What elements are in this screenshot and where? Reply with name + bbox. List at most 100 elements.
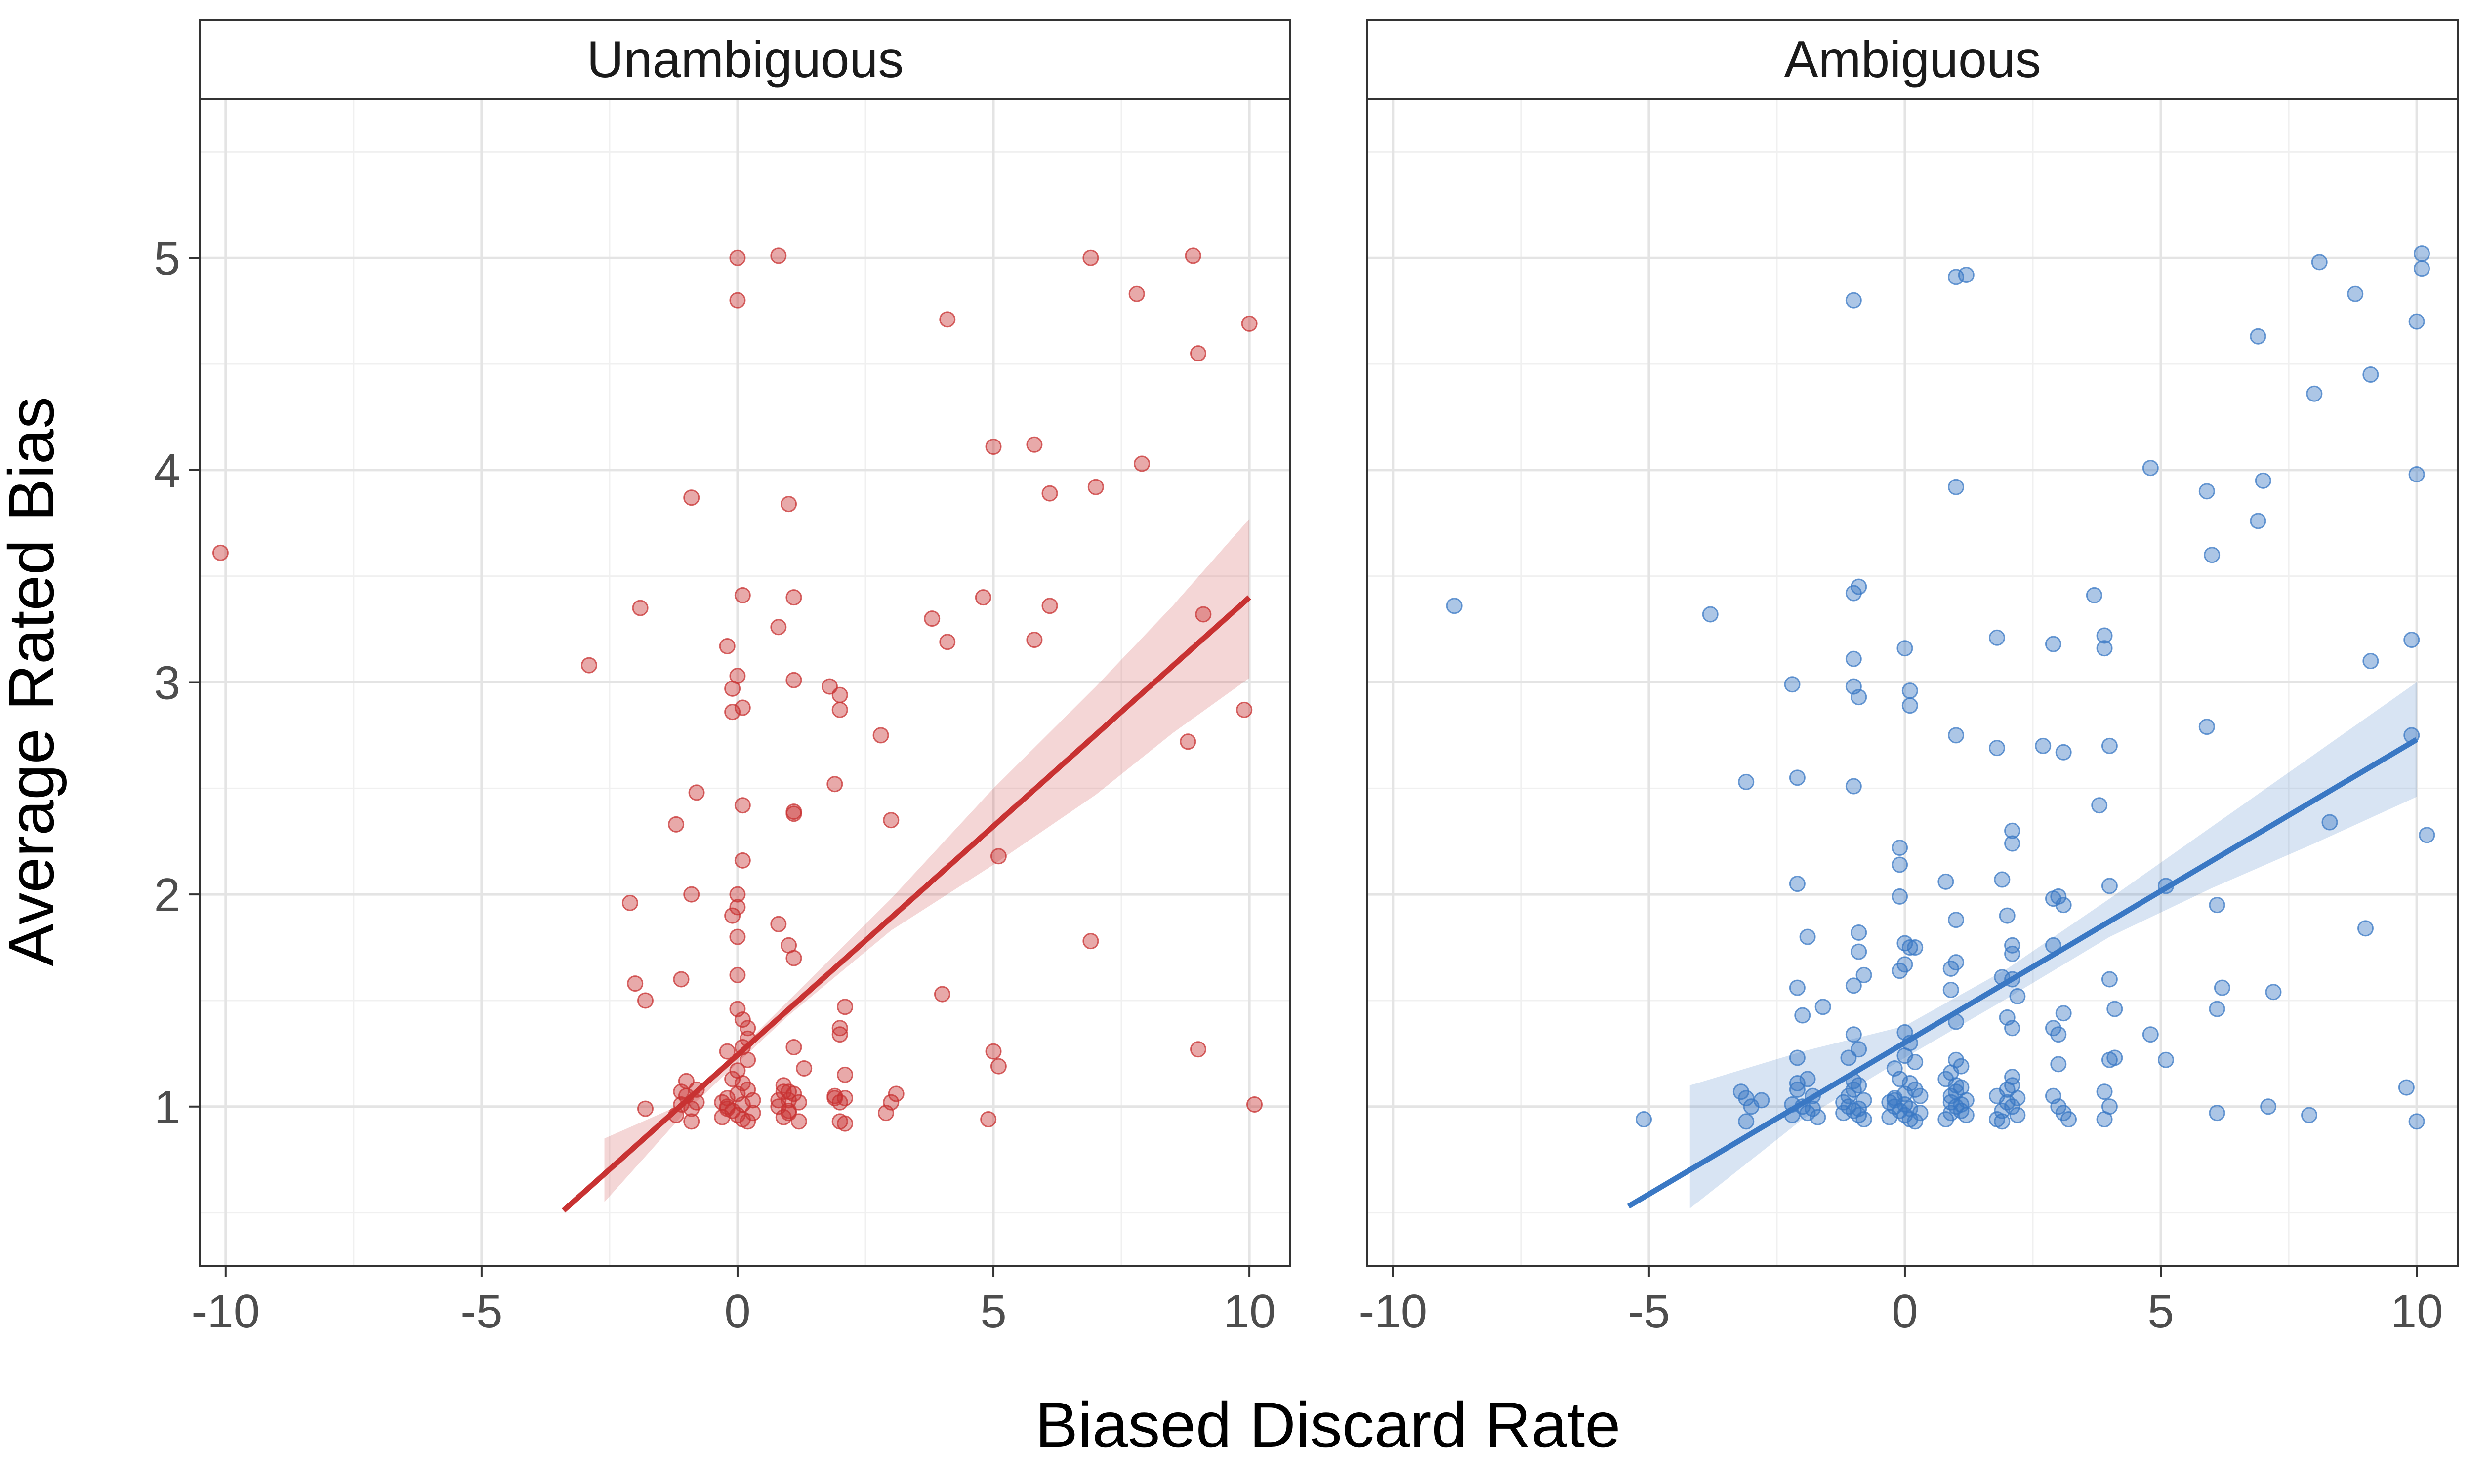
data-point [724, 907, 741, 924]
data-point [2101, 971, 2118, 988]
data-point [1789, 979, 1806, 996]
data-point [770, 247, 787, 264]
data-point [1892, 1071, 1908, 1087]
data-point [1901, 682, 1918, 699]
x-tick-label: -5 [1628, 1285, 1670, 1338]
data-point [1738, 1090, 1755, 1107]
data-point [2408, 313, 2425, 330]
data-point [2408, 466, 2425, 482]
data-point [1799, 928, 1816, 945]
data-point [985, 439, 1002, 455]
data-point [1814, 999, 1831, 1015]
data-point [627, 975, 644, 992]
data-point [2096, 1083, 2113, 1100]
data-point [719, 1043, 736, 1060]
data-point [2214, 979, 2230, 996]
data-point [1892, 856, 1908, 873]
data-point [1241, 315, 1258, 332]
data-point [2009, 988, 2026, 1004]
data-point [939, 634, 956, 650]
y-tick-label: 1 [154, 1081, 180, 1134]
data-point [2157, 1051, 2174, 1068]
data-point [883, 812, 900, 829]
data-point [2403, 632, 2420, 648]
data-point [637, 1100, 654, 1117]
data-point [1840, 1049, 1857, 1066]
data-point [1912, 1105, 1929, 1122]
data-point [785, 672, 802, 688]
data-point [1948, 912, 1965, 928]
data-point [1845, 778, 1862, 795]
data-point [2096, 640, 2113, 657]
data-point [212, 544, 229, 561]
data-point [632, 600, 649, 616]
data-point [1881, 1109, 1898, 1125]
data-point [1892, 888, 1908, 905]
data-point [770, 916, 787, 932]
data-point [1901, 939, 1918, 956]
x-tick-label: -10 [1358, 1285, 1427, 1338]
data-point [2311, 254, 2328, 271]
data-point [2004, 945, 2021, 962]
data-point [1892, 963, 1908, 979]
data-point [831, 1026, 848, 1043]
facet-strip-label: Ambiguous [1784, 31, 2041, 88]
panel-data-layer [1446, 245, 2435, 1209]
data-point [790, 1113, 807, 1130]
data-point [837, 1066, 854, 1083]
x-tick-label: 10 [1223, 1285, 1276, 1338]
data-point [1246, 1096, 1263, 1113]
data-point [729, 1062, 746, 1079]
data-point [1851, 689, 1867, 706]
data-point [2250, 513, 2266, 529]
data-point [1845, 585, 1862, 602]
data-point [888, 1085, 905, 1102]
data-point [939, 311, 956, 328]
data-point [2101, 878, 2118, 894]
trend-line [562, 595, 1251, 1213]
data-point [872, 727, 889, 744]
data-point [744, 1092, 761, 1109]
x-tick-label: -10 [191, 1285, 260, 1338]
data-point [1845, 977, 1862, 994]
data-point [2106, 1001, 2123, 1017]
panel-data-layer [212, 247, 1263, 1213]
data-point [1948, 727, 1965, 744]
data-point [2009, 1107, 2026, 1123]
data-point [1026, 632, 1043, 648]
data-point [2096, 627, 2113, 644]
data-point [719, 1100, 736, 1117]
data-point [2142, 1026, 2159, 1043]
data-point [729, 668, 746, 684]
y-axis-title: Average Rated Bias [0, 397, 67, 966]
data-point [2060, 1111, 2077, 1128]
data-point [1195, 606, 1212, 623]
data-point [2398, 1079, 2415, 1096]
data-point [1236, 701, 1253, 718]
data-point [1799, 1071, 1816, 1087]
data-point [1636, 1111, 1652, 1128]
data-point [1794, 1007, 1811, 1024]
data-point [2055, 1005, 2072, 1022]
data-point [1907, 939, 1924, 956]
data-point [719, 638, 736, 654]
data-point [1937, 873, 1954, 890]
data-point [831, 701, 848, 718]
data-point [734, 1096, 751, 1113]
data-point [1999, 907, 2016, 924]
data-point [2050, 888, 2067, 905]
data-point [2101, 1098, 2118, 1115]
data-point [1810, 1109, 1826, 1125]
data-point [1041, 485, 1058, 502]
data-point [734, 587, 751, 603]
data-point [2209, 1001, 2225, 1017]
data-point [1128, 285, 1145, 302]
data-point [2050, 1026, 2067, 1043]
data-point [781, 1102, 797, 1119]
data-point [1942, 961, 1959, 977]
data-point [785, 950, 802, 966]
confidence-band [1689, 682, 2417, 1208]
data-point [2255, 472, 2271, 489]
data-point [1851, 1100, 1867, 1117]
data-point [1835, 1105, 1852, 1122]
